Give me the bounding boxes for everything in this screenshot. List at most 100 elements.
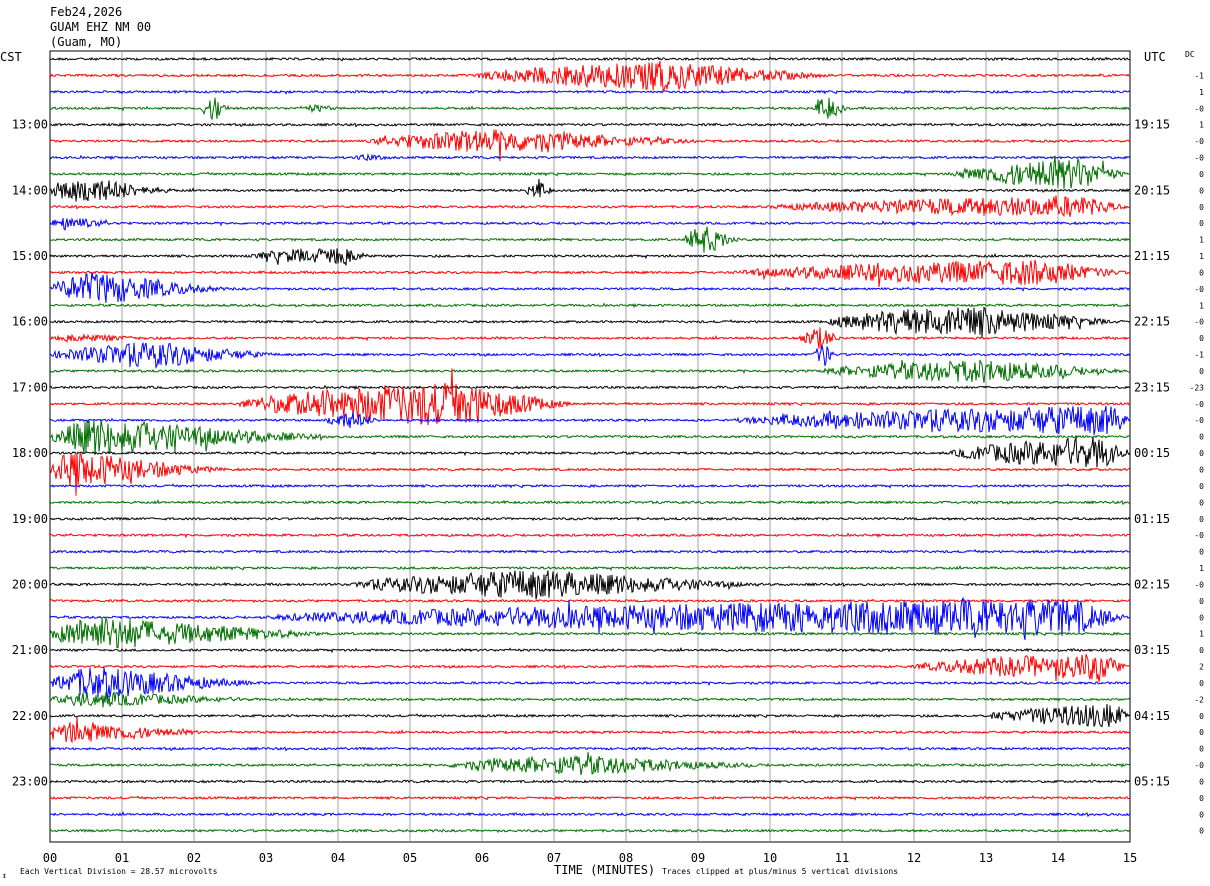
dc-offset-label: 0 [1199,745,1204,754]
seismic-trace [49,405,1131,435]
dc-offset-label: 1 [1199,564,1204,573]
seismic-trace [49,499,1130,506]
right-hour-label: 19:15 [1134,118,1170,132]
x-tick-label: 15 [1123,851,1137,865]
left-hour-label: 21:00 [12,643,48,657]
dc-offset-label: 0 [1199,794,1204,803]
seismic-trace [49,248,1131,266]
dc-offset-label: -0 [1194,400,1204,409]
seismic-trace [49,226,1131,253]
left-timezone-label: CST [0,50,22,64]
x-tick-label: 11 [835,851,849,865]
dc-offset-label: -0 [1194,580,1204,589]
left-hour-label: 15:00 [12,249,48,263]
seismic-trace [49,452,1131,496]
right-hour-label: 00:15 [1134,446,1170,460]
seismic-trace [49,155,1131,189]
seismic-traces [49,56,1131,834]
dc-offset-label: 0 [1199,219,1204,228]
left-hour-label: 17:00 [12,380,48,394]
right-timezone-label: UTC [1144,50,1166,64]
seismic-trace [49,359,1130,383]
seismic-trace [49,779,1131,784]
dc-offset-label: 0 [1199,548,1204,557]
dc-offset-label: 0 [1199,827,1204,836]
x-axis-tick-labels: 00 01 02 03 04 05 06 07 08 09 10 11 12 13 14 15 [43,851,1137,865]
seismic-trace [49,570,1131,600]
seismic-trace [49,384,1131,391]
right-hour-label: 01:15 [1134,512,1170,526]
x-axis-title: TIME (MINUTES) [554,863,655,877]
dc-offset-label: -23 [1190,383,1205,392]
right-hour-label: 02:15 [1134,577,1170,591]
seismic-trace [49,97,1131,121]
x-tick-label: 12 [907,851,921,865]
dc-offset-label: 0 [1199,613,1204,622]
seismic-trace [49,272,1131,303]
plot-frame [49,50,1131,843]
footer: ↕ Each Vertical Division = 28.57 microvo… [2,863,898,880]
seismic-trace [49,752,1131,776]
x-tick-label: 14 [1051,851,1065,865]
seismic-trace [49,368,1131,426]
dc-offset-label: 0 [1199,597,1204,606]
dc-offset-label: 1 [1199,301,1204,310]
left-hour-label: 20:00 [12,577,48,591]
x-tick-label: 06 [475,851,489,865]
seismic-trace [49,195,1131,218]
dc-offset-label: -0 [1194,416,1204,425]
dc-offset-label: 0 [1199,433,1204,442]
dc-offset-label: 0 [1199,728,1204,737]
seismic-trace [50,654,1130,683]
right-hour-label: 20:15 [1134,183,1170,197]
x-tick-label: 07 [547,851,561,865]
right-hour-label: 04:15 [1134,709,1170,723]
seismic-trace [49,61,1131,92]
dc-offset-label: 0 [1199,679,1204,688]
time-grid [49,50,1131,843]
seismic-trace [49,122,1131,128]
dc-offset-label: -0 [1194,531,1204,540]
left-hour-labels: 13:00 14:00 15:00 16:00 17:00 18:00 19:00 20:00… [12,118,48,789]
dc-offset-label: -1 [1194,351,1204,360]
right-hour-label: 05:15 [1134,774,1170,788]
dc-offset-label: 0 [1199,466,1204,475]
header-location: (Guam, MO) [50,35,122,49]
left-hour-label: 18:00 [12,446,48,460]
footer-corner-mark: ↕ [2,871,7,880]
dc-offset-label: 0 [1199,810,1204,819]
dc-offset-label: 0 [1199,367,1204,376]
footer-scale-note: Each Vertical Division = 28.57 microvolt… [20,867,218,876]
seismic-trace [49,302,1131,309]
left-hour-label: 19:00 [12,512,48,526]
dc-offset-label: 0 [1199,777,1204,786]
seismic-trace [49,598,1131,605]
left-hour-label: 14:00 [12,183,48,197]
seismic-trace [49,596,1131,640]
dc-offset-label: 0 [1199,186,1204,195]
seismic-trace [49,327,1130,350]
seismic-trace [49,564,1131,572]
seismic-trace [49,129,1131,162]
seismic-trace [49,549,1131,554]
seismic-trace [50,516,1131,522]
x-tick-label: 02 [187,851,201,865]
seismic-trace [49,306,1131,338]
x-tick-label: 08 [619,851,633,865]
footer-clip-note: Traces clipped at plus/minus 5 vertical … [662,867,898,876]
seismic-trace [49,616,1131,649]
dc-offset-label: 0 [1199,203,1204,212]
dc-offset-label: 0 [1199,268,1204,277]
dc-offset-label: -0 [1194,154,1204,163]
right-hour-labels: 19:15 20:15 21:15 22:15 23:15 00:15 01:15 02:15… [1134,118,1170,789]
seismic-trace [49,483,1131,489]
seismic-trace [49,746,1131,752]
left-hour-label: 16:00 [12,315,48,329]
header: Feb24,2026 GUAM EHZ NM 00 (Guam, MO) [50,5,151,49]
right-hour-label: 22:15 [1134,315,1170,329]
dc-header-label: DC [1185,50,1195,59]
x-tick-label: 10 [763,851,777,865]
seismic-trace [50,56,1131,62]
seismic-trace [49,436,1131,468]
